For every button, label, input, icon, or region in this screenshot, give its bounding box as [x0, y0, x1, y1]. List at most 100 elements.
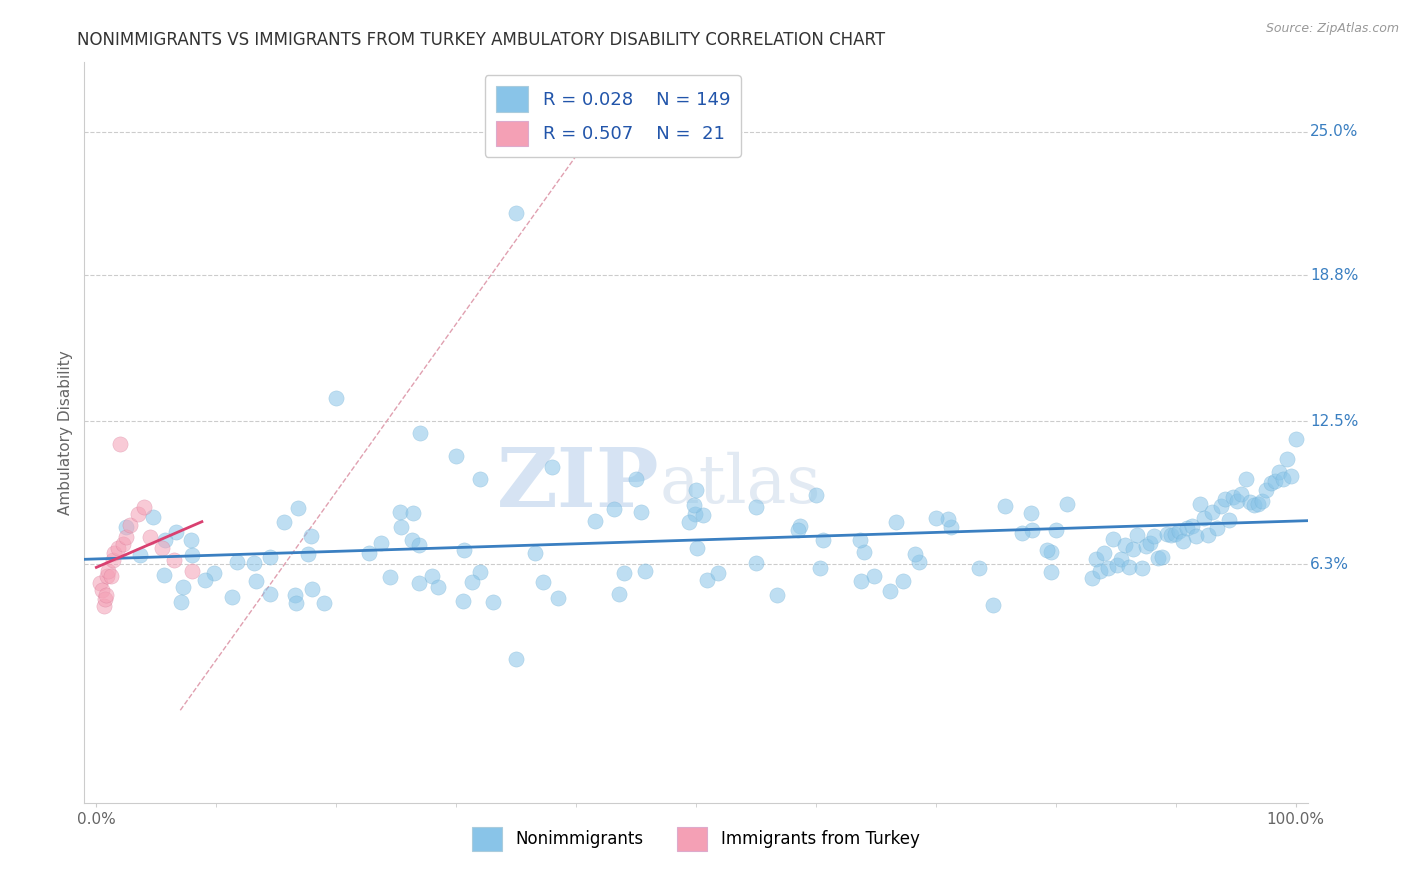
Point	[1251, 494, 1274, 508]
Text: atlas: atlas	[659, 452, 821, 517]
Point	[444, 449, 467, 463]
Point	[683, 498, 706, 512]
Point	[221, 590, 243, 604]
Point	[505, 206, 527, 220]
Point	[765, 588, 787, 602]
Point	[938, 512, 960, 526]
Point	[1256, 483, 1278, 497]
Point	[1045, 523, 1067, 537]
Point	[401, 533, 423, 547]
Point	[683, 507, 706, 521]
Point	[804, 488, 827, 502]
Point	[1135, 539, 1157, 553]
Point	[1264, 474, 1286, 488]
Point	[312, 597, 335, 611]
Point	[1218, 513, 1240, 527]
Point	[1114, 538, 1136, 552]
Point	[1234, 472, 1257, 486]
Point	[1197, 528, 1219, 542]
Point	[129, 548, 152, 562]
Point	[1084, 551, 1107, 566]
Point	[172, 580, 194, 594]
Point	[1139, 536, 1161, 550]
Point	[284, 588, 307, 602]
Point	[153, 533, 176, 548]
Point	[165, 524, 187, 539]
Point	[1222, 490, 1244, 504]
Point	[1035, 543, 1057, 558]
Point	[1168, 524, 1191, 538]
Point	[401, 506, 423, 520]
Text: 25.0%: 25.0%	[1310, 124, 1358, 139]
Point	[1109, 551, 1132, 566]
Point	[1147, 550, 1170, 565]
Point	[378, 570, 401, 584]
Point	[103, 546, 125, 560]
Point	[110, 437, 132, 451]
Point	[150, 541, 173, 556]
Point	[142, 509, 165, 524]
Point	[925, 511, 948, 525]
Point	[696, 573, 718, 587]
Point	[541, 460, 564, 475]
Point	[1080, 571, 1102, 585]
Point	[287, 500, 309, 515]
Point	[1173, 533, 1195, 548]
Point	[114, 520, 136, 534]
Point	[941, 520, 963, 534]
Point	[1277, 452, 1299, 467]
Point	[1260, 475, 1282, 490]
Point	[1188, 497, 1211, 511]
Point	[388, 505, 411, 519]
Point	[259, 587, 281, 601]
Point	[1101, 532, 1123, 546]
Point	[1122, 541, 1144, 556]
Point	[1184, 528, 1206, 542]
Point	[523, 546, 546, 560]
Point	[139, 530, 162, 544]
Point	[1201, 505, 1223, 519]
Point	[453, 543, 475, 558]
Point	[1092, 546, 1115, 560]
Point	[1226, 494, 1249, 508]
Point	[1088, 565, 1111, 579]
Point	[634, 564, 657, 578]
Point	[285, 596, 308, 610]
Text: ZIP: ZIP	[496, 444, 659, 524]
Point	[163, 553, 186, 567]
Point	[1011, 525, 1033, 540]
Point	[1156, 527, 1178, 541]
Point	[1243, 498, 1265, 512]
Point	[1130, 560, 1153, 574]
Text: 6.3%: 6.3%	[1310, 557, 1348, 572]
Point	[967, 561, 990, 575]
Text: Source: ZipAtlas.com: Source: ZipAtlas.com	[1265, 22, 1399, 36]
Point	[96, 569, 118, 583]
Point	[891, 574, 914, 589]
Point	[686, 541, 709, 555]
Point	[451, 594, 474, 608]
Point	[297, 547, 319, 561]
Point	[692, 508, 714, 523]
Point	[1164, 526, 1187, 541]
Point	[1019, 506, 1042, 520]
Point	[1192, 511, 1215, 525]
Point	[1213, 492, 1236, 507]
Point	[170, 595, 193, 609]
Point	[461, 575, 484, 590]
Point	[884, 515, 907, 529]
Point	[357, 546, 380, 560]
Legend: Nonimmigrants, Immigrants from Turkey: Nonimmigrants, Immigrants from Turkey	[465, 821, 927, 857]
Point	[908, 555, 931, 569]
Point	[89, 576, 111, 591]
Point	[152, 567, 174, 582]
Point	[624, 472, 647, 486]
Point	[1021, 523, 1043, 537]
Point	[1118, 560, 1140, 574]
Point	[862, 569, 884, 583]
Point	[101, 553, 124, 567]
Point	[994, 499, 1017, 513]
Point	[613, 566, 636, 581]
Point	[707, 566, 730, 580]
Point	[607, 587, 630, 601]
